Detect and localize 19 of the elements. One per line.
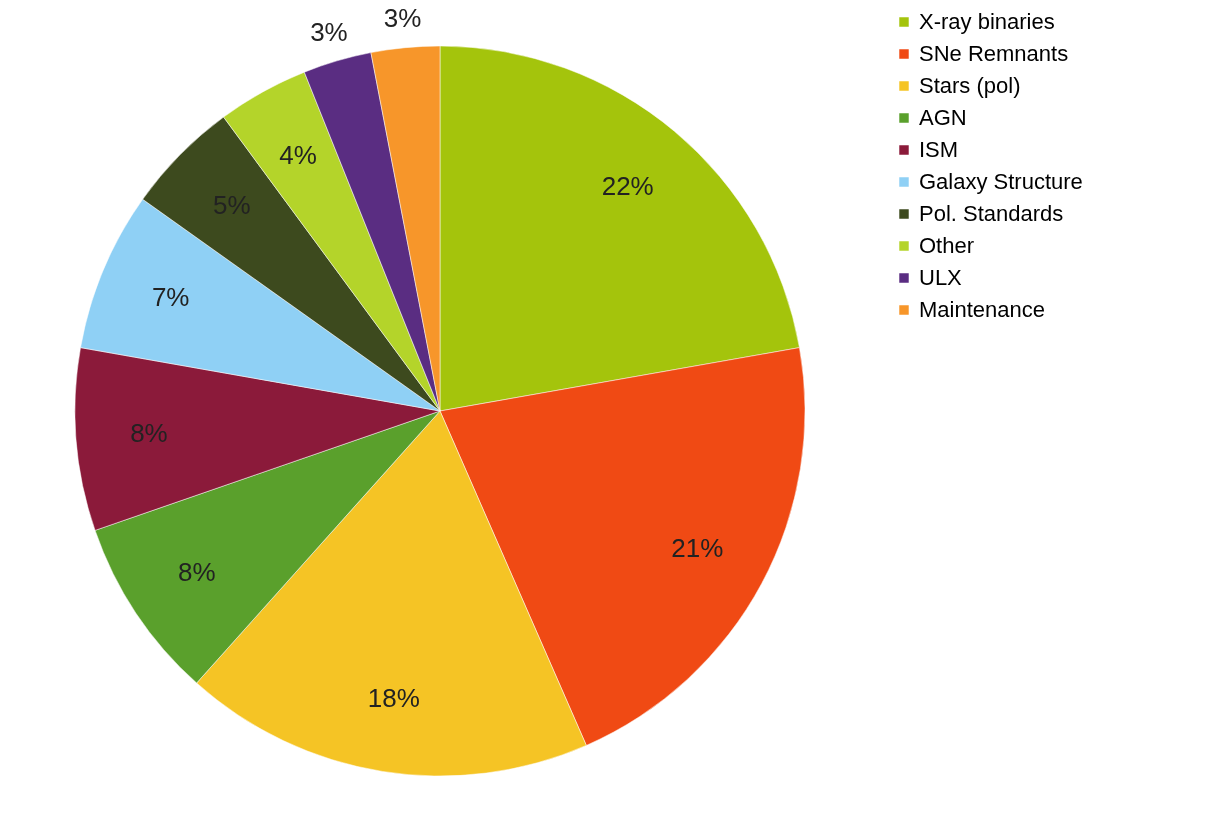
data-label: 3% (383, 2, 422, 33)
data-label: 8% (130, 418, 168, 449)
data-label: 3% (310, 16, 348, 47)
data-label: 21% (671, 532, 724, 563)
legend-label: Galaxy Structure (919, 169, 1083, 194)
legend-label: X-ray binaries (919, 9, 1055, 34)
legend-label: AGN (919, 105, 967, 130)
legend-label: SNe Remnants (919, 41, 1069, 66)
legend-label: Other (919, 233, 975, 258)
legend-label: Stars (pol) (919, 73, 1021, 98)
legend-label: ULX (919, 265, 963, 290)
legend-label: ISM (919, 137, 959, 162)
data-label: 7% (151, 282, 190, 313)
legend-label: Pol. Standards (919, 201, 1064, 226)
data-label: 18% (367, 683, 420, 714)
data-label: 8% (178, 556, 216, 587)
data-label: 22% (601, 171, 654, 202)
legend-label: Maintenance (919, 297, 1045, 322)
data-label: 4% (279, 139, 317, 170)
